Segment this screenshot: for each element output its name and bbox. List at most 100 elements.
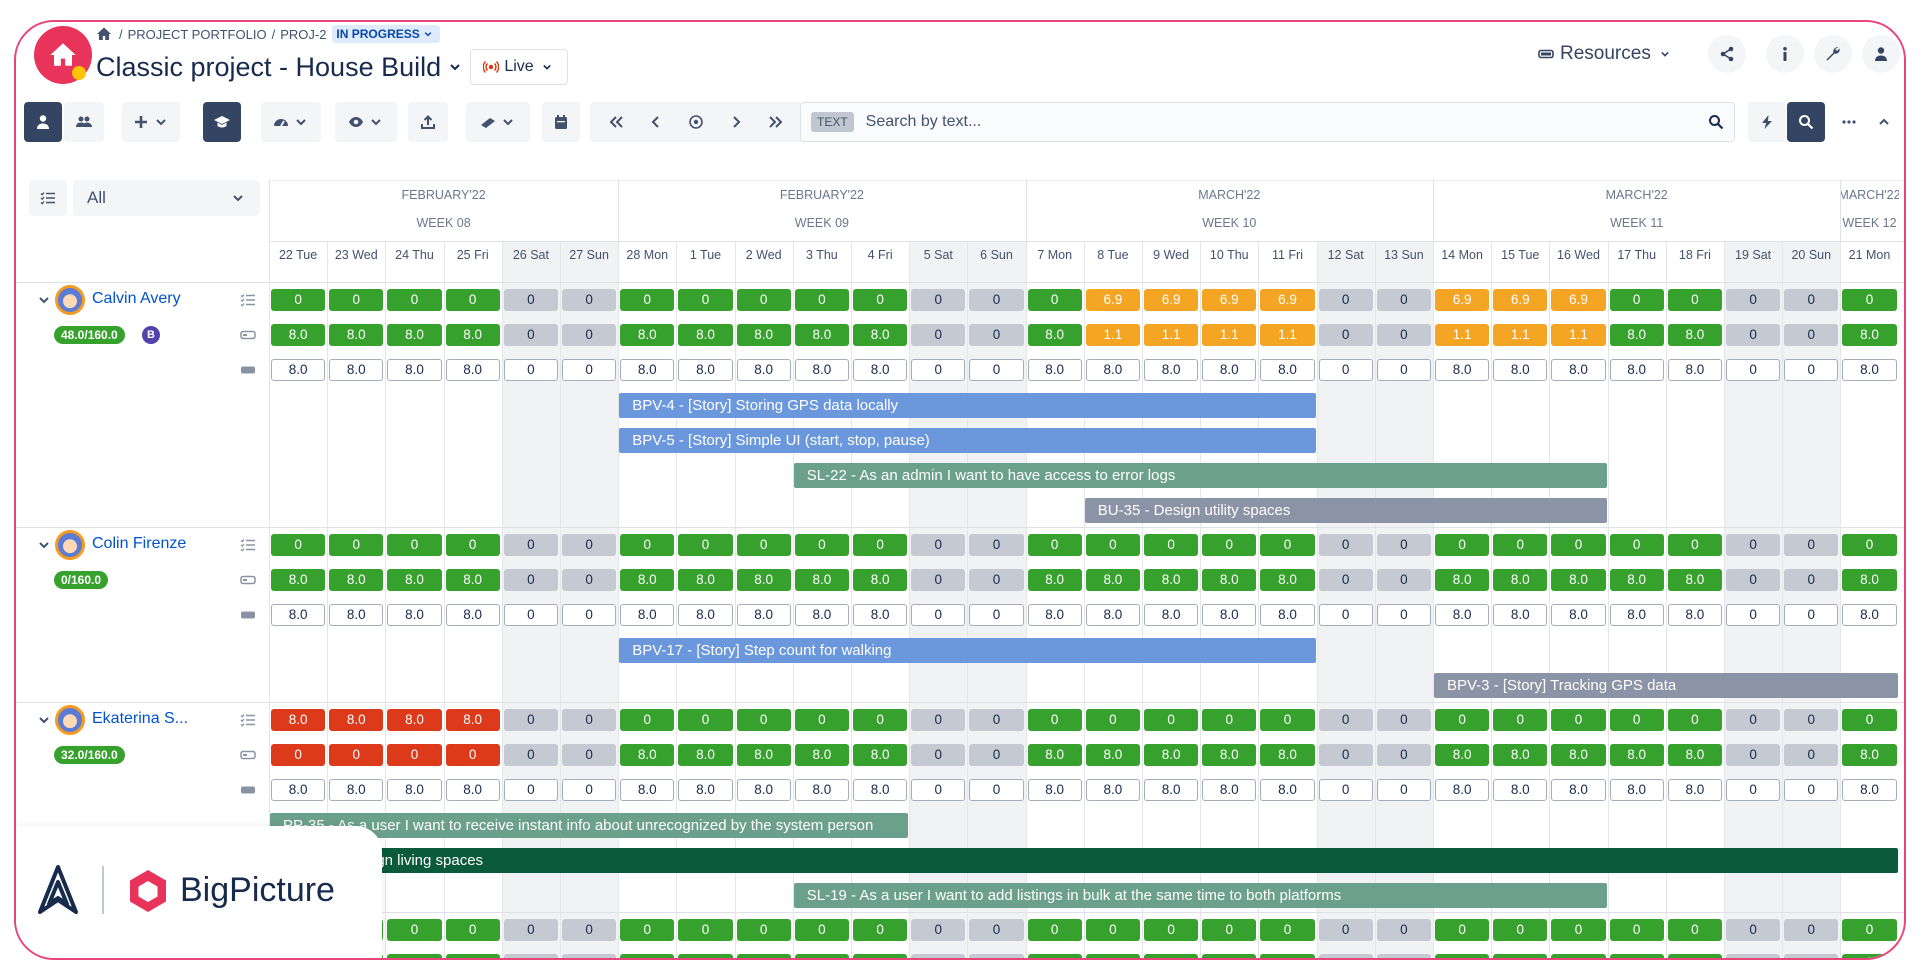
task-bar[interactable]: BPV-17 - [Story] Step count for walking <box>619 637 1316 663</box>
allocation-cell[interactable]: 0 <box>736 708 791 731</box>
allocation-cell[interactable]: 0 <box>1726 778 1781 801</box>
allocation-cell[interactable]: 0 <box>1726 708 1781 731</box>
allocation-cell[interactable]: 0 <box>1376 778 1431 801</box>
allocation-cell[interactable]: 0 <box>1784 953 1839 958</box>
allocation-cell[interactable]: 0 <box>969 358 1024 381</box>
allocation-cell[interactable]: 8.0 <box>1202 358 1257 381</box>
allocation-cell[interactable]: 0 <box>1667 288 1722 311</box>
allocation-cell[interactable]: 8.0 <box>1667 603 1722 626</box>
task-bar[interactable]: BU-35 - Design utility spaces <box>1084 497 1607 523</box>
user-button[interactable] <box>1862 35 1900 73</box>
allocation-cell[interactable]: 0 <box>969 288 1024 311</box>
allocation-cell[interactable]: 0 <box>969 953 1024 958</box>
allocation-cell[interactable]: 0 <box>1144 708 1199 731</box>
allocation-cell[interactable]: 8.0 <box>678 603 733 626</box>
allocation-cell[interactable]: 6.9 <box>1085 288 1140 311</box>
allocation-cell[interactable]: 0 <box>1667 918 1722 941</box>
allocation-cell[interactable]: 0 <box>1376 918 1431 941</box>
allocation-cell[interactable]: 0 <box>620 533 675 556</box>
allocation-cell[interactable]: 8.0 <box>1551 778 1606 801</box>
allocation-cell[interactable]: 0 <box>1609 708 1664 731</box>
task-bar[interactable]: SL-22 - As an admin I want to have acces… <box>793 462 1607 488</box>
allocation-cell[interactable]: 0 <box>1842 288 1897 311</box>
allocation-cell[interactable]: 8.0 <box>1842 743 1897 766</box>
allocation-cell[interactable]: 0 <box>1260 918 1315 941</box>
allocation-cell[interactable]: 8.0 <box>620 778 675 801</box>
allocation-cell[interactable]: 0 <box>1551 533 1606 556</box>
allocation-cell[interactable]: 8.0 <box>736 743 791 766</box>
allocation-cell[interactable]: 0 <box>969 708 1024 731</box>
allocation-cell[interactable]: 0 <box>794 533 849 556</box>
allocation-cell[interactable]: 8.0 <box>1667 568 1722 591</box>
task-bar[interactable]: PP-35 - As a user I want to receive inst… <box>270 812 909 838</box>
allocation-cell[interactable]: 0 <box>1376 358 1431 381</box>
allocation-cell[interactable]: 0 <box>445 288 500 311</box>
allocation-cell[interactable]: 0 <box>969 603 1024 626</box>
allocation-cell[interactable]: 8.0 <box>620 568 675 591</box>
allocation-cell[interactable]: 0 <box>562 533 617 556</box>
allocation-cell[interactable]: 0 <box>853 533 908 556</box>
allocation-cell[interactable]: 0 <box>678 708 733 731</box>
allocation-cell[interactable]: 0 <box>1726 743 1781 766</box>
allocation-cell[interactable]: 0 <box>503 603 558 626</box>
allocation-cell[interactable]: 0 <box>1318 743 1373 766</box>
collapse-button[interactable] <box>1868 102 1900 142</box>
allocation-cell[interactable]: 8.0 <box>1202 778 1257 801</box>
calendar-button[interactable] <box>542 102 580 142</box>
resource-name[interactable]: Calvin Avery <box>92 289 181 307</box>
allocation-cell[interactable]: 8.0 <box>329 358 384 381</box>
allocation-cell[interactable]: 0 <box>1318 708 1373 731</box>
allocation-cell[interactable]: 0 <box>503 288 558 311</box>
allocation-cell[interactable]: 8.0 <box>736 953 791 958</box>
allocation-cell[interactable]: 8.0 <box>387 358 442 381</box>
allocation-cell[interactable]: 8.0 <box>1435 358 1490 381</box>
allocation-cell[interactable]: 0 <box>1493 533 1548 556</box>
allocation-cell[interactable]: 0 <box>1376 743 1431 766</box>
allocation-cell[interactable]: 0 <box>1842 918 1897 941</box>
allocation-cell[interactable]: 8.0 <box>1027 323 1082 346</box>
allocation-cell[interactable]: 8.0 <box>1260 953 1315 958</box>
allocation-cell[interactable]: 0 <box>562 918 617 941</box>
allocation-cell[interactable]: 0 <box>1726 323 1781 346</box>
allocation-cell[interactable]: 8.0 <box>1027 603 1082 626</box>
allocation-cell[interactable]: 8.0 <box>794 743 849 766</box>
allocation-cell[interactable]: 0 <box>503 778 558 801</box>
first-button[interactable] <box>608 114 624 130</box>
allocation-cell[interactable]: 0 <box>620 918 675 941</box>
allocation-cell[interactable]: 8.0 <box>445 323 500 346</box>
allocation-cell[interactable]: 8.0 <box>794 323 849 346</box>
project-icon[interactable] <box>34 26 92 84</box>
allocation-cell[interactable]: 8.0 <box>1085 358 1140 381</box>
scale-button[interactable] <box>466 102 530 142</box>
allocation-cell[interactable]: 0 <box>1085 708 1140 731</box>
allocation-cell[interactable]: 0 <box>678 918 733 941</box>
allocation-cell[interactable]: 8.0 <box>271 778 326 801</box>
allocation-cell[interactable]: 8.0 <box>678 568 733 591</box>
allocation-cell[interactable]: 1.1 <box>1202 323 1257 346</box>
allocation-cell[interactable]: 0 <box>911 568 966 591</box>
allocation-cell[interactable]: 8.0 <box>329 323 384 346</box>
allocation-cell[interactable]: 0 <box>1842 708 1897 731</box>
info-button[interactable] <box>1766 35 1804 73</box>
allocation-cell[interactable]: 8.0 <box>853 568 908 591</box>
allocation-cell[interactable]: 8.0 <box>1202 603 1257 626</box>
allocation-cell[interactable]: 0 <box>678 533 733 556</box>
allocation-cell[interactable]: 8.0 <box>678 743 733 766</box>
allocation-cell[interactable]: 0 <box>503 708 558 731</box>
last-button[interactable] <box>768 114 784 130</box>
expand-toggle[interactable] <box>36 537 52 553</box>
allocation-cell[interactable]: 0 <box>1318 568 1373 591</box>
allocation-cell[interactable]: 8.0 <box>1609 358 1664 381</box>
allocation-cell[interactable]: 0 <box>1435 918 1490 941</box>
allocation-cell[interactable]: 0 <box>1667 533 1722 556</box>
allocation-cell[interactable]: 0 <box>969 533 1024 556</box>
allocation-cell[interactable]: 0 <box>969 743 1024 766</box>
allocation-cell[interactable]: 8.0 <box>1435 778 1490 801</box>
allocation-cell[interactable]: 0 <box>1027 708 1082 731</box>
allocation-cell[interactable]: 0 <box>1144 533 1199 556</box>
allocation-cell[interactable]: 8.0 <box>271 708 326 731</box>
allocation-cell[interactable]: 0 <box>387 743 442 766</box>
allocation-cell[interactable]: 8.0 <box>1202 568 1257 591</box>
allocation-cell[interactable]: 0 <box>1260 533 1315 556</box>
live-button[interactable]: Live <box>470 49 568 85</box>
